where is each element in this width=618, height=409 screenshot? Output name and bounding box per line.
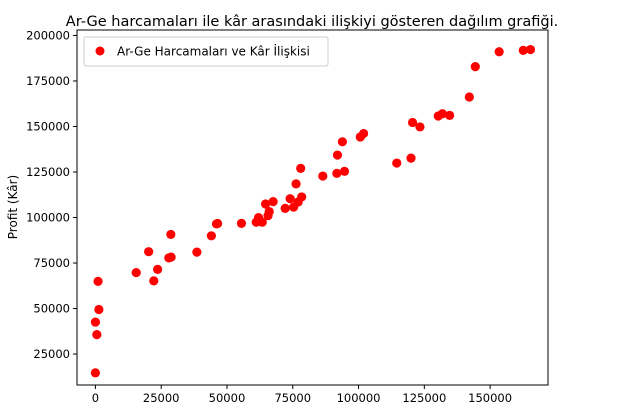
x-tick-label: 50000 [209,391,246,405]
data-point [445,110,455,120]
data-point [355,132,365,142]
data-point [131,267,141,278]
y-tick-label: 50000 [33,302,70,316]
data-point [144,247,154,257]
data-point [494,47,504,57]
x-tick-label: 100000 [337,391,381,405]
legend-box [83,36,329,67]
data-point [525,44,536,55]
data-point [206,231,216,241]
data-point [268,197,278,207]
data-point [260,199,271,209]
y-axis-label: Profit (Kâr) [6,175,20,239]
data-point [415,122,425,132]
data-point [332,168,342,178]
y-tick-label: 25000 [33,347,70,361]
data-point [166,229,176,240]
data-point [464,92,474,102]
data-point [296,163,306,173]
data-point [280,203,290,213]
data-point [518,45,528,56]
y-tick-label: 200000 [26,28,70,42]
plot-area [76,29,549,386]
data-point [149,276,159,286]
data-point [164,253,174,263]
data-point [94,304,104,315]
data-point [408,117,418,128]
chart-title: Ar-Ge harcamaları ile kâr arasındaki ili… [66,14,558,30]
data-point [332,150,343,160]
data-point [93,276,103,286]
data-point [470,61,480,72]
data-point [263,211,273,221]
data-point [337,137,348,147]
data-point [153,264,163,274]
legend-marker [95,46,105,56]
data-point [289,202,299,212]
x-tick-label: 0 [92,391,99,405]
x-tick-label: 25000 [143,391,180,405]
data-point [433,111,443,121]
data-points [90,44,536,378]
y-axis: 25000 50000 75000 100000 125000 150000 175000 2… [26,28,77,361]
data-point [90,368,101,378]
x-axis: 0 25000 50000 75000 100000 125000 150000 [92,385,512,405]
data-point [318,171,328,181]
data-point [90,317,101,327]
y-tick-label: 175000 [26,74,70,88]
legend-label: Ar-Ge Harcamaları ve Kâr İlişkisi [117,44,310,59]
y-tick-label: 100000 [26,211,70,225]
data-point [211,219,222,229]
x-tick-label: 150000 [468,391,512,405]
data-point [392,158,402,168]
y-tick-label: 125000 [26,165,70,179]
data-point [236,218,247,228]
legend: Ar-Ge Harcamaları ve Kâr İlişkisi [83,36,329,67]
y-tick-label: 150000 [26,119,70,133]
data-point [291,179,301,189]
data-point [92,330,102,340]
data-point [339,166,350,176]
x-tick-label: 75000 [274,391,311,405]
x-tick-label: 125000 [402,391,446,405]
data-point [257,217,267,227]
data-point [285,194,295,204]
y-tick-label: 75000 [33,256,70,270]
data-point [406,153,416,163]
data-point [192,247,202,257]
